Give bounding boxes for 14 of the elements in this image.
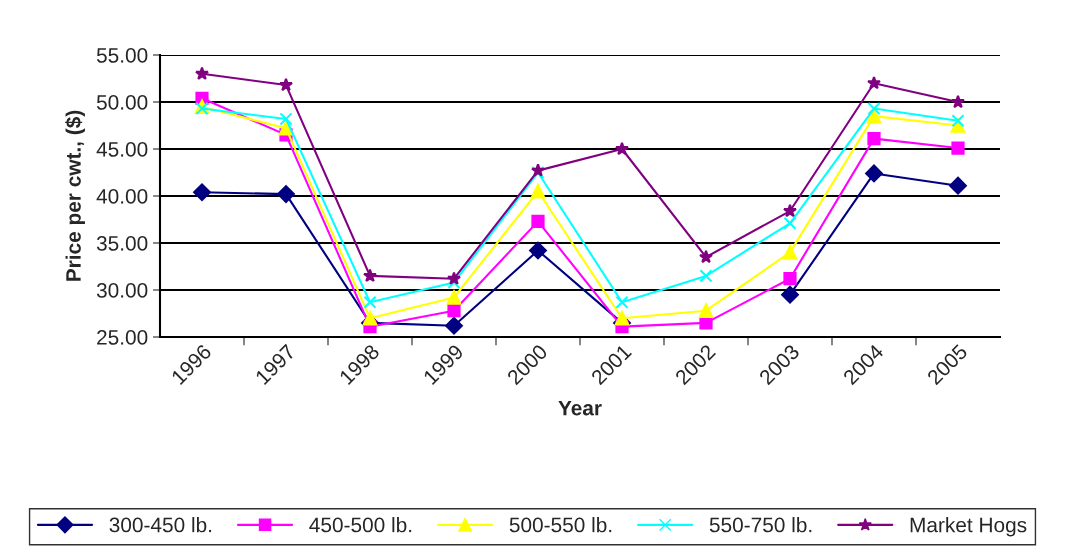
y-tick-label: 40.00 <box>96 189 148 204</box>
y-tick-label: 50.00 <box>96 95 148 110</box>
legend-label: 550-750 lb. <box>709 517 812 533</box>
y-axis-title: Price per cwt., ($) <box>65 110 85 281</box>
legend-label: Market Hogs <box>910 517 1027 537</box>
legend-label: 300-450 lb. <box>109 517 212 533</box>
y-tick-label: 30.00 <box>96 283 148 298</box>
y-tick-label: 35.00 <box>96 236 148 251</box>
x-axis-title: Year <box>558 400 602 416</box>
y-tick-label: 45.00 <box>96 142 148 157</box>
y-tick-label: 25.00 <box>97 330 148 345</box>
y-tick-label: 55.00 <box>96 48 148 63</box>
legend-label: 450-500 lb. <box>309 517 412 533</box>
legend-label: 500-550 lb. <box>509 517 612 533</box>
